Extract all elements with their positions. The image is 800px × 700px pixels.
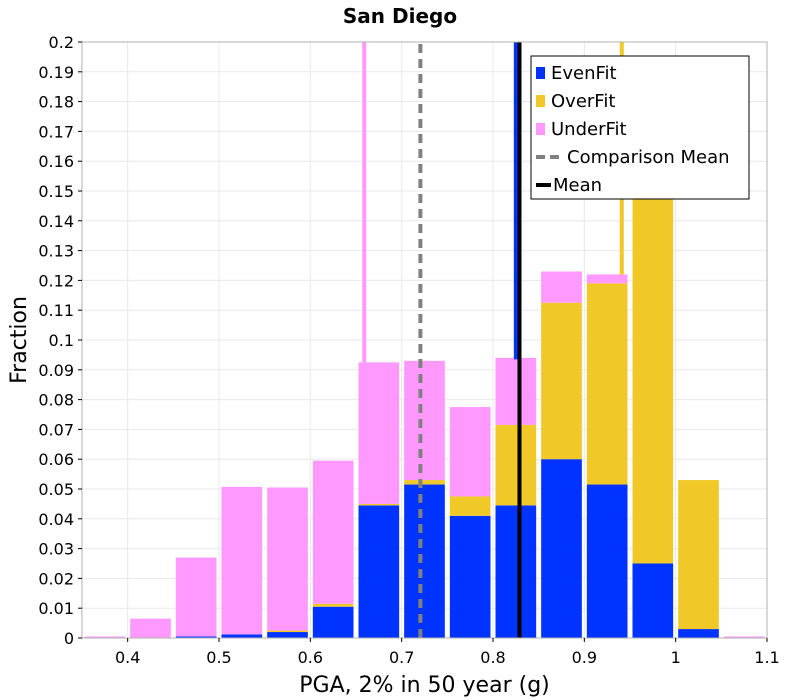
x-axis-title: PGA, 2% in 50 year (g) [299, 673, 550, 698]
y-tick-label: 0.02 [38, 569, 74, 588]
bar-underfit [723, 636, 765, 638]
bar-underfit [267, 487, 308, 631]
y-tick-label: 0.2 [49, 33, 74, 52]
bar-overfit [358, 503, 400, 506]
x-tick-label: 0.9 [572, 648, 597, 667]
y-tick-label: 0.07 [38, 420, 74, 439]
y-axis-title: Fraction [7, 296, 32, 384]
legend-label: Mean [553, 175, 602, 196]
bar-evenfit [586, 484, 628, 638]
bar-evenfit [678, 629, 719, 638]
bar-overfit [267, 630, 308, 633]
legend-label: Comparison Mean [567, 147, 730, 168]
bar-underfit [449, 407, 491, 497]
bar-underfit [586, 274, 628, 284]
x-tick-label: 0.5 [206, 648, 231, 667]
legend-swatch [536, 123, 545, 135]
bar-underfit [221, 486, 263, 635]
bar-underfit [175, 557, 217, 637]
x-tick-label: 0.6 [298, 648, 323, 667]
bar-overfit [678, 480, 719, 630]
bar-evenfit [541, 459, 582, 638]
bars [84, 185, 765, 638]
y-tick-label: 0.06 [38, 450, 74, 469]
bar-overfit [541, 302, 582, 460]
axes: 0 0.01 0.02 0.03 0.04 0.05 0.06 0.07 0.08 0.09 0.1… [38, 33, 779, 667]
bar-evenfit [404, 484, 445, 638]
y-tick-label: 0 [64, 629, 74, 648]
y-tick-label: 0.05 [38, 480, 74, 499]
y-tick-label: 0.14 [38, 212, 74, 231]
chart-title: San Diego [343, 4, 457, 28]
legend-label: EvenFit [551, 63, 617, 84]
y-tick-label: 0.08 [38, 391, 74, 410]
bar-evenfit [175, 636, 217, 638]
y-tick-label: 0.16 [38, 152, 74, 171]
y-tick-label: 0.13 [38, 242, 74, 261]
bar-overfit [586, 283, 628, 485]
bar-underfit [495, 357, 537, 425]
y-tick-label: 0.15 [38, 182, 74, 201]
y-tick-label: 0.04 [38, 510, 74, 529]
legend-swatch [536, 95, 545, 107]
x-tick-label: 0.8 [480, 648, 505, 667]
bar-evenfit [267, 632, 308, 638]
bar-underfit [541, 271, 582, 303]
bar-evenfit [632, 563, 674, 638]
bar-overfit [495, 424, 537, 506]
y-tick-label: 0.11 [38, 301, 74, 320]
y-tick-label: 0.19 [38, 63, 74, 82]
bar-evenfit [358, 505, 400, 638]
bar-underfit [358, 362, 400, 504]
y-tick-label: 0.12 [38, 271, 74, 290]
x-tick-label: 1.1 [754, 648, 779, 667]
x-tick-label: 1 [671, 648, 681, 667]
bar-evenfit [495, 505, 537, 638]
legend: EvenFit OverFit UnderFit Comparison Mean Mea… [530, 55, 750, 200]
bar-evenfit [221, 634, 263, 638]
bar-underfit [404, 360, 445, 481]
x-tick-label: 0.4 [115, 648, 140, 667]
bar-underfit [130, 618, 171, 638]
bar-overfit [632, 192, 674, 564]
y-tick-label: 0.1 [49, 331, 74, 350]
legend-box [530, 55, 750, 200]
y-tick-label: 0.17 [38, 122, 74, 141]
y-tick-label: 0.18 [38, 93, 74, 112]
bar-evenfit [312, 606, 354, 638]
y-tick-label: 0.03 [38, 540, 74, 559]
y-tick-label: 0.09 [38, 361, 74, 380]
y-tick-label: 0.01 [38, 599, 74, 618]
bar-overfit [404, 480, 445, 485]
legend-label: UnderFit [551, 119, 627, 140]
bar-evenfit [449, 515, 491, 638]
bar-overfit [312, 603, 354, 607]
bar-underfit [84, 636, 126, 638]
bar-overfit [449, 496, 491, 516]
bar-underfit [312, 460, 354, 604]
x-tick-label: 0.7 [389, 648, 414, 667]
legend-label: OverFit [551, 91, 615, 112]
legend-swatch [536, 67, 545, 79]
